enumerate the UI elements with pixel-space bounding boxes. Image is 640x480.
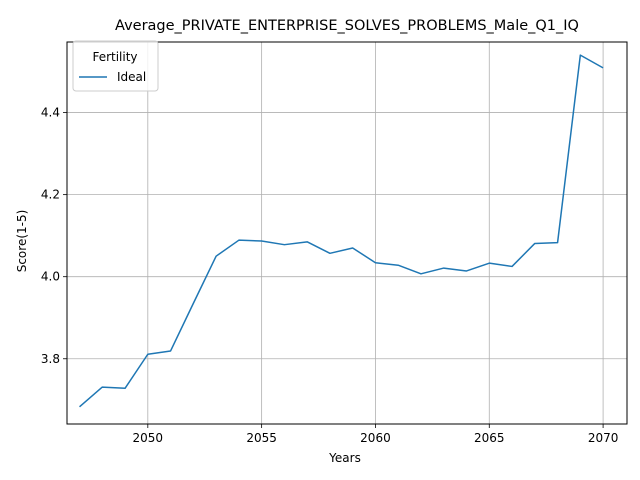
legend-box: [72, 40, 159, 92]
legend-entry-ideal: Ideal: [117, 70, 146, 84]
x-tick-label: 2070: [588, 431, 619, 445]
axis-ticks: 2050 2055 2060 2065 2070 3.8 4.0 4.2 4.4: [41, 106, 618, 445]
grid-lines: [67, 42, 627, 424]
x-tick-label: 2060: [360, 431, 391, 445]
y-tick-label: 4.0: [41, 270, 60, 284]
y-tick-label: 4.2: [41, 188, 60, 202]
x-tick-label: 2065: [474, 431, 505, 445]
y-tick-label: 3.8: [41, 352, 60, 366]
x-axis-label: Years: [328, 451, 361, 465]
series-layer: [79, 54, 604, 408]
chart-title: Average_PRIVATE_ENTERPRISE_SOLVES_PROBLE…: [115, 18, 579, 34]
x-tick-label: 2050: [133, 431, 164, 445]
y-axis-label: Score(1-5): [15, 210, 29, 273]
x-tick-label: 2055: [246, 431, 277, 445]
legend-title: Fertility: [92, 50, 137, 64]
y-tick-label: 4.4: [41, 106, 60, 120]
plot-frame: [66, 41, 628, 425]
legend: Fertility Ideal: [72, 40, 159, 92]
series-line-ideal: [79, 54, 604, 408]
